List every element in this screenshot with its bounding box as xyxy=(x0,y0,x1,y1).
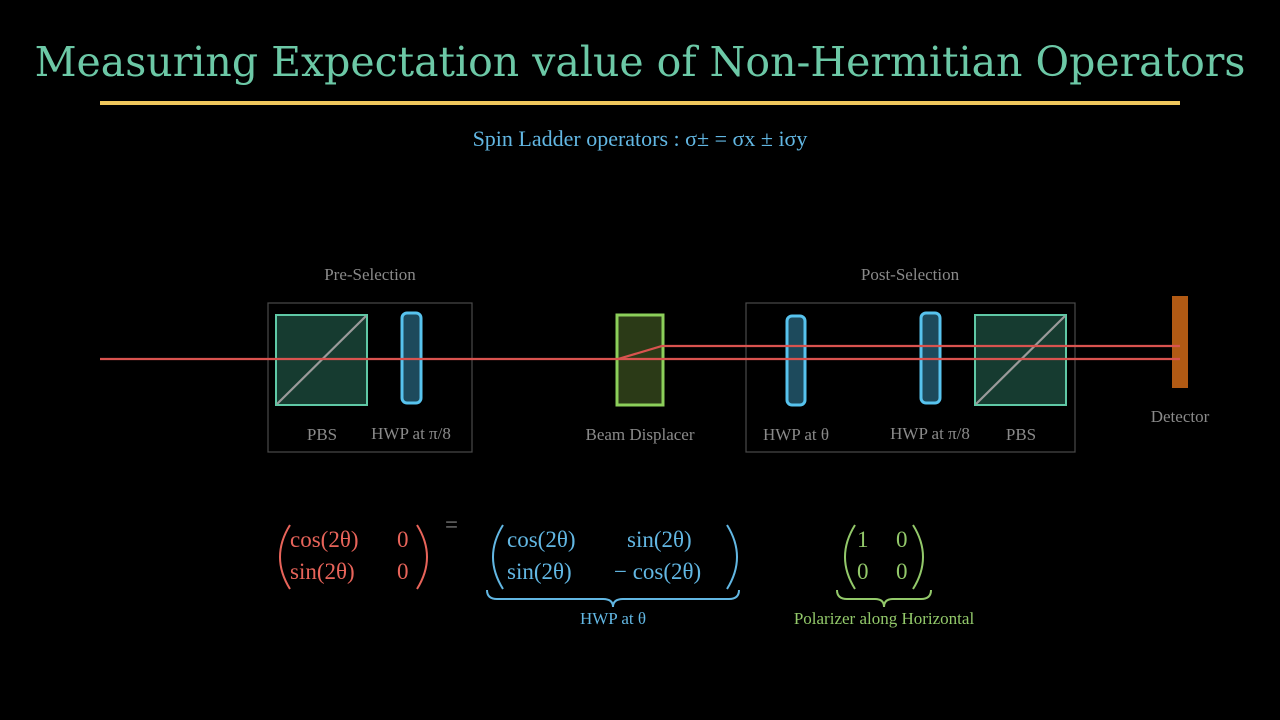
pol-r1c2: 0 xyxy=(896,527,908,552)
pol-r1c1: 1 xyxy=(857,527,869,552)
pol-r2c2: 0 xyxy=(896,559,908,584)
title-underline xyxy=(100,101,1180,105)
pbs-right-label: PBS xyxy=(1005,425,1037,444)
lhs-r2c1: sin(2θ) xyxy=(290,559,355,584)
lhs-r1c1: cos(2θ) xyxy=(290,527,359,552)
pol-left-paren xyxy=(844,524,856,590)
lhs-left-paren xyxy=(279,524,291,590)
subtitle-spin-ladder: Spin Ladder operators : σ± = σx ± iσy xyxy=(472,126,808,151)
hwp-right-paren xyxy=(726,524,738,590)
hwp-matrix-label: HWP at θ xyxy=(579,609,647,628)
pre-selection-label: Pre-Selection xyxy=(324,265,416,284)
hwp-theta-label: HWP at θ xyxy=(762,425,830,444)
detector-label: Detector xyxy=(1150,407,1210,426)
hwp-underbrace xyxy=(486,589,740,608)
detector-icon xyxy=(1172,296,1188,388)
displaced-beam xyxy=(617,344,1180,361)
hwp-pi8-right-label: HWP at π/8 xyxy=(890,424,970,443)
hwp-r2c1: sin(2θ) xyxy=(507,559,572,584)
lhs-r1c2: 0 xyxy=(397,527,409,552)
hwp-pi8-left-label: HWP at π/8 xyxy=(371,424,451,443)
hwp-r2c2: − cos(2θ) xyxy=(614,559,702,584)
hwp-r1c1: cos(2θ) xyxy=(507,527,576,552)
hwp-theta-icon xyxy=(785,314,807,407)
polarizer-matrix-label: Polarizer along Horizontal xyxy=(793,609,975,628)
pol-right-paren xyxy=(912,524,924,590)
lhs-right-paren xyxy=(416,524,428,590)
beam-displacer-label: Beam Displacer xyxy=(585,425,695,444)
pre-selection-box xyxy=(267,302,473,453)
pol-r2c1: 0 xyxy=(857,559,869,584)
equals-sign: = xyxy=(445,512,458,537)
post-selection-box xyxy=(745,302,1076,453)
hwp-left-paren xyxy=(492,524,504,590)
pol-underbrace xyxy=(836,589,932,608)
page-title: Measuring Expectation value of Non-Hermi… xyxy=(34,38,1246,86)
pbs-left-label: PBS xyxy=(306,425,338,444)
post-selection-label: Post-Selection xyxy=(860,265,960,284)
hwp-r1c2: sin(2θ) xyxy=(627,527,692,552)
lhs-r2c2: 0 xyxy=(397,559,409,584)
